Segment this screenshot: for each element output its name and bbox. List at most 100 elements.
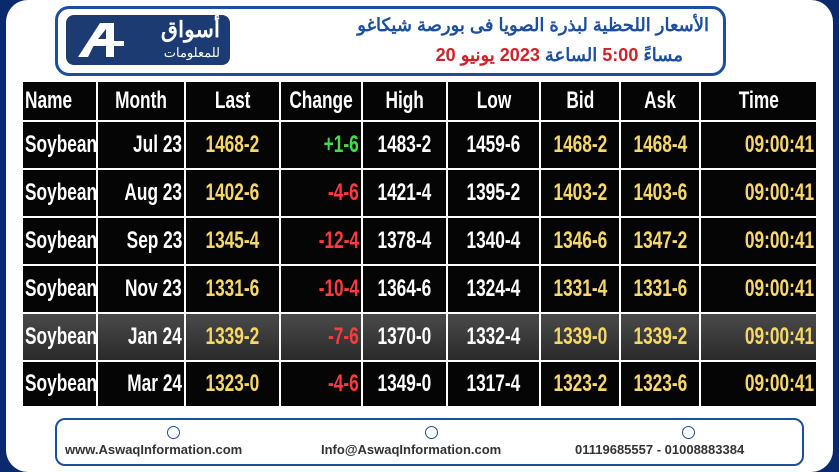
table-row: Soybean Jul 23 1468-2 +1-6 1483-2 1459-6 1468-… xyxy=(22,122,817,168)
table-cell: Sep 23 xyxy=(98,218,184,264)
table-cell: -10-4 xyxy=(281,266,361,312)
cell-text: Jan 24 xyxy=(128,323,182,350)
table-cell: 1331-6 xyxy=(186,266,279,312)
table-cell: 1364-6 xyxy=(363,266,446,312)
column-header: Change xyxy=(281,82,361,120)
table-cell: 09:00:41 xyxy=(701,362,816,406)
cell-text: 1323-6 xyxy=(633,370,687,397)
footer: www.AswaqInformation.com Info@AswaqInfor… xyxy=(55,418,804,466)
cell-text: 1459-6 xyxy=(466,131,521,158)
column-header: High xyxy=(363,82,446,120)
cell-text: Soybean xyxy=(25,227,96,254)
table-cell: 09:00:41 xyxy=(701,314,816,360)
table-cell: Soybean xyxy=(23,266,96,312)
table-cell: 1395-2 xyxy=(448,170,539,216)
table-cell: 1345-4 xyxy=(186,218,279,264)
cell-text: Name xyxy=(25,87,73,114)
cell-text: 1347-2 xyxy=(633,227,687,254)
logo-subtitle: للمعلومات xyxy=(163,45,220,60)
cell-text: Soybean xyxy=(25,275,96,302)
logo: أسواق للمعلومات xyxy=(66,15,230,65)
subtitle-part: يونيو xyxy=(460,45,495,65)
table-cell: 1323-6 xyxy=(621,362,699,406)
cell-text: Month xyxy=(115,87,167,114)
cell-text: Bid xyxy=(566,87,594,114)
table-cell: 1468-2 xyxy=(186,122,279,168)
cell-text: 1339-0 xyxy=(553,323,607,350)
cell-text: 1346-6 xyxy=(553,227,607,254)
table-cell: 1323-0 xyxy=(186,362,279,406)
header: أسواق للمعلومات الأسعار اللحظية لبذرة ال… xyxy=(55,6,726,76)
table-cell: 1402-6 xyxy=(186,170,279,216)
table-cell: 1403-2 xyxy=(541,170,619,216)
table-row: Soybean Mar 24 1323-0 -4-6 1349-0 1317-4 1323-… xyxy=(22,362,817,406)
phones: 01119685557 - 01008883384 xyxy=(575,442,745,457)
table-cell: -4-6 xyxy=(281,362,361,406)
table-cell: -12-4 xyxy=(281,218,361,264)
table-row: Soybean Aug 23 1402-6 -4-6 1421-4 1395-2 1403-… xyxy=(22,170,817,216)
mail-icon xyxy=(425,426,438,439)
subtitle-part: 20 xyxy=(435,45,456,65)
table-cell: Mar 24 xyxy=(98,362,184,406)
cell-text: 1421-4 xyxy=(377,179,432,206)
table-cell: 09:00:41 xyxy=(701,170,816,216)
column-header: Time xyxy=(701,82,816,120)
subtitle-part: 5:00 xyxy=(602,45,639,65)
cell-text: Last xyxy=(214,87,251,114)
cell-text: 1331-6 xyxy=(205,275,260,302)
cell-text: -10-4 xyxy=(318,275,359,302)
table-cell: 1340-4 xyxy=(448,218,539,264)
cell-text: 1402-6 xyxy=(205,179,260,206)
table-cell: 09:00:41 xyxy=(701,122,816,168)
cell-text: Ask xyxy=(644,87,676,114)
cell-text: 1340-4 xyxy=(466,227,521,254)
cell-text: 09:00:41 xyxy=(744,227,814,254)
cell-text: 09:00:41 xyxy=(744,179,814,206)
cell-text: 1468-2 xyxy=(553,131,607,158)
table-cell: 1324-4 xyxy=(448,266,539,312)
table-cell: +1-6 xyxy=(281,122,361,168)
cell-text: Mar 24 xyxy=(127,370,182,397)
column-header: Ask xyxy=(621,82,699,120)
table-cell: 1459-6 xyxy=(448,122,539,168)
email: Info@AswaqInformation.com xyxy=(321,442,502,457)
table-cell: -7-6 xyxy=(281,314,361,360)
cell-text: 1349-0 xyxy=(377,370,432,397)
table-cell: Soybean xyxy=(23,218,96,264)
cell-text: 1364-6 xyxy=(377,275,432,302)
cell-text: Low xyxy=(476,87,511,114)
cell-text: 1339-2 xyxy=(633,323,687,350)
cell-text: 1403-2 xyxy=(553,179,607,206)
subtitle: مساءً 5:00 الساعة 2023 يونيو 20 xyxy=(436,45,683,66)
cell-text: High xyxy=(385,87,424,114)
cell-text: 1483-2 xyxy=(377,131,432,158)
table-cell: Soybean xyxy=(23,314,96,360)
cell-text: 1395-2 xyxy=(466,179,521,206)
cell-text: Soybean xyxy=(25,131,96,158)
column-header: Last xyxy=(186,82,279,120)
table-cell: 1483-2 xyxy=(363,122,446,168)
table-cell: 1339-0 xyxy=(541,314,619,360)
table-cell: Soybean xyxy=(23,170,96,216)
table-cell: 09:00:41 xyxy=(701,218,816,264)
cell-text: Aug 23 xyxy=(124,179,182,206)
cell-text: 1323-0 xyxy=(205,370,260,397)
cell-text: -4-6 xyxy=(328,179,359,206)
table-cell: Jan 24 xyxy=(98,314,184,360)
price-table: Name Month Last Change High Low Bid Ask Time Soyb… xyxy=(22,82,817,406)
logo-icon xyxy=(78,23,124,57)
table-cell: 1339-2 xyxy=(621,314,699,360)
table-row: Soybean Nov 23 1331-6 -10-4 1364-6 1324-4 1331… xyxy=(22,266,817,312)
table-row: Soybean Jan 24 1339-2 -7-6 1370-0 1332-4 1339-… xyxy=(22,314,817,360)
cell-text: Soybean xyxy=(25,179,96,206)
cell-text: 09:00:41 xyxy=(744,370,814,397)
cell-text: 1331-6 xyxy=(633,275,687,302)
table-cell: 1370-0 xyxy=(363,314,446,360)
table-cell: 1339-2 xyxy=(186,314,279,360)
logo-name: أسواق xyxy=(160,17,220,42)
table-cell: 1323-2 xyxy=(541,362,619,406)
cell-text: 09:00:41 xyxy=(744,131,814,158)
table-cell: 1346-6 xyxy=(541,218,619,264)
cell-text: 09:00:41 xyxy=(744,275,814,302)
cell-text: Jul 23 xyxy=(133,131,182,158)
